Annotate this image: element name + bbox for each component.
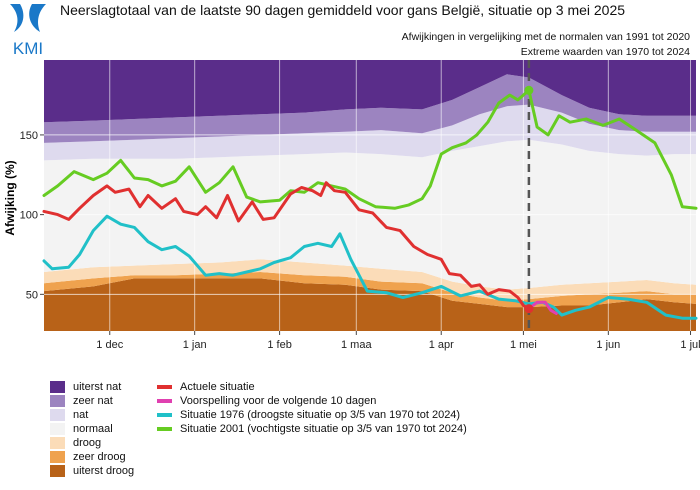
- legend-swatch: [50, 409, 65, 421]
- legend-item-uiterst-nat: uiterst nat: [50, 380, 134, 394]
- legend-swatch: [50, 395, 65, 407]
- x-tick-label-1-feb: 1 feb: [267, 339, 291, 351]
- legend-label: uiterst nat: [73, 381, 122, 393]
- legend-item-zeer-droog: zeer droog: [50, 450, 134, 464]
- legend-swatch: [157, 413, 172, 417]
- legend-label: zeer nat: [73, 395, 113, 407]
- x-tick-label-1-dec: 1 dec: [96, 339, 123, 351]
- series-line-actuele-situatie: [42, 181, 531, 311]
- x-tick-label-1-jul: 1 jul: [680, 339, 700, 351]
- legend-label: normaal: [73, 423, 113, 435]
- legend-label: Actuele situatie: [180, 381, 255, 393]
- legend-swatch: [50, 423, 65, 435]
- x-tick-label-1-jun: 1 jun: [596, 339, 620, 351]
- axes: 50 100 150 1 dec 1 jan 1 feb 1 maa 1 apr 1 mei 1 …: [20, 130, 700, 351]
- legend-swatch: [50, 451, 65, 463]
- precipitation-chart: 50 100 150 1 dec 1 jan 1 feb 1 maa 1 apr 1 mei 1 …: [3, 60, 700, 351]
- current-point-2001: [524, 85, 534, 95]
- x-tick-label-1-mei: 1 mei: [510, 339, 537, 351]
- band-nat: [44, 104, 696, 161]
- band-uiterst-droog: [44, 278, 696, 331]
- legend-item-zeer-nat: zeer nat: [50, 394, 134, 408]
- legend-swatch: [157, 399, 172, 403]
- legend-item-voorspelling-voor-de-volgende-: Voorspelling voor de volgende 10 dagen: [157, 394, 467, 408]
- x-tick-label-1-jan: 1 jan: [183, 339, 207, 351]
- legend-swatch: [50, 465, 65, 477]
- legend-swatch: [50, 437, 65, 449]
- y-tick-label-100: 100: [20, 210, 38, 222]
- legend-label: droog: [73, 437, 102, 449]
- x-tick-label-1-maa: 1 maa: [341, 339, 372, 351]
- series-line-voorspelling-voor-de-volgende-10-dagen: [527, 300, 558, 315]
- data-series: [42, 85, 698, 320]
- band-droog: [44, 259, 696, 301]
- legend-label: Situatie 2001 (vochtigste situatie op 3/…: [180, 423, 467, 435]
- legend-item-uiterst-droog: uiterst droog: [50, 464, 134, 478]
- y-tick-label-50: 50: [26, 289, 38, 301]
- legend-bands: uiterst nat zeer nat nat normaal droog zeer d…: [50, 380, 134, 478]
- legend-item-actuele-situatie: Actuele situatie: [157, 380, 467, 394]
- legend-label: uiterst droog: [73, 465, 135, 477]
- legend-item-droog: droog: [50, 436, 134, 450]
- legend-swatch: [157, 427, 172, 431]
- chart-title: Neerslagtotaal van de laatste 90 dagen g…: [60, 2, 626, 18]
- kmi-logo-text: KMI: [13, 39, 43, 58]
- kmi-logo: KMI: [10, 4, 46, 58]
- series-line-situatie-2001-vochtigste-situatie-op-3-5-van-1970-tot-2024: [42, 88, 698, 210]
- chart-subtitle-extremes: Extreme waarden van 1970 tot 2024: [520, 46, 690, 58]
- grid-lines: [44, 60, 696, 331]
- legend-item-situatie-2001-vochtigste-situa: Situatie 2001 (vochtigste situatie op 3/…: [157, 422, 467, 436]
- legend-item-situatie-1976-droogste-situati: Situatie 1976 (droogste situatie op 3/5 …: [157, 408, 467, 422]
- x-tick-label-1-apr: 1 apr: [429, 339, 454, 351]
- legend-label: nat: [73, 409, 89, 421]
- legend-item-normaal: normaal: [50, 422, 134, 436]
- legend-swatch: [50, 381, 65, 393]
- legend-lines: Actuele situatie Voorspelling voor de vol…: [157, 380, 467, 436]
- series-line-situatie-1976-droogste-situatie-op-3-5-van-1970-tot-2024: [42, 214, 698, 320]
- chart-subtitle-normals: Afwijkingen in vergelijking met de norma…: [401, 31, 690, 43]
- legend-item-nat: nat: [50, 408, 134, 422]
- legend-swatch: [157, 385, 172, 389]
- y-axis-label: Afwijking (%): [3, 160, 17, 235]
- y-tick-label-150: 150: [20, 130, 38, 142]
- legend-label: Voorspelling voor de volgende 10 dagen: [180, 395, 377, 407]
- band-uiterst-nat: [44, 60, 696, 123]
- legend-label: zeer droog: [73, 451, 126, 463]
- current-point-actual: [524, 304, 534, 314]
- legend-label: Situatie 1976 (droogste situatie op 3/5 …: [180, 409, 461, 421]
